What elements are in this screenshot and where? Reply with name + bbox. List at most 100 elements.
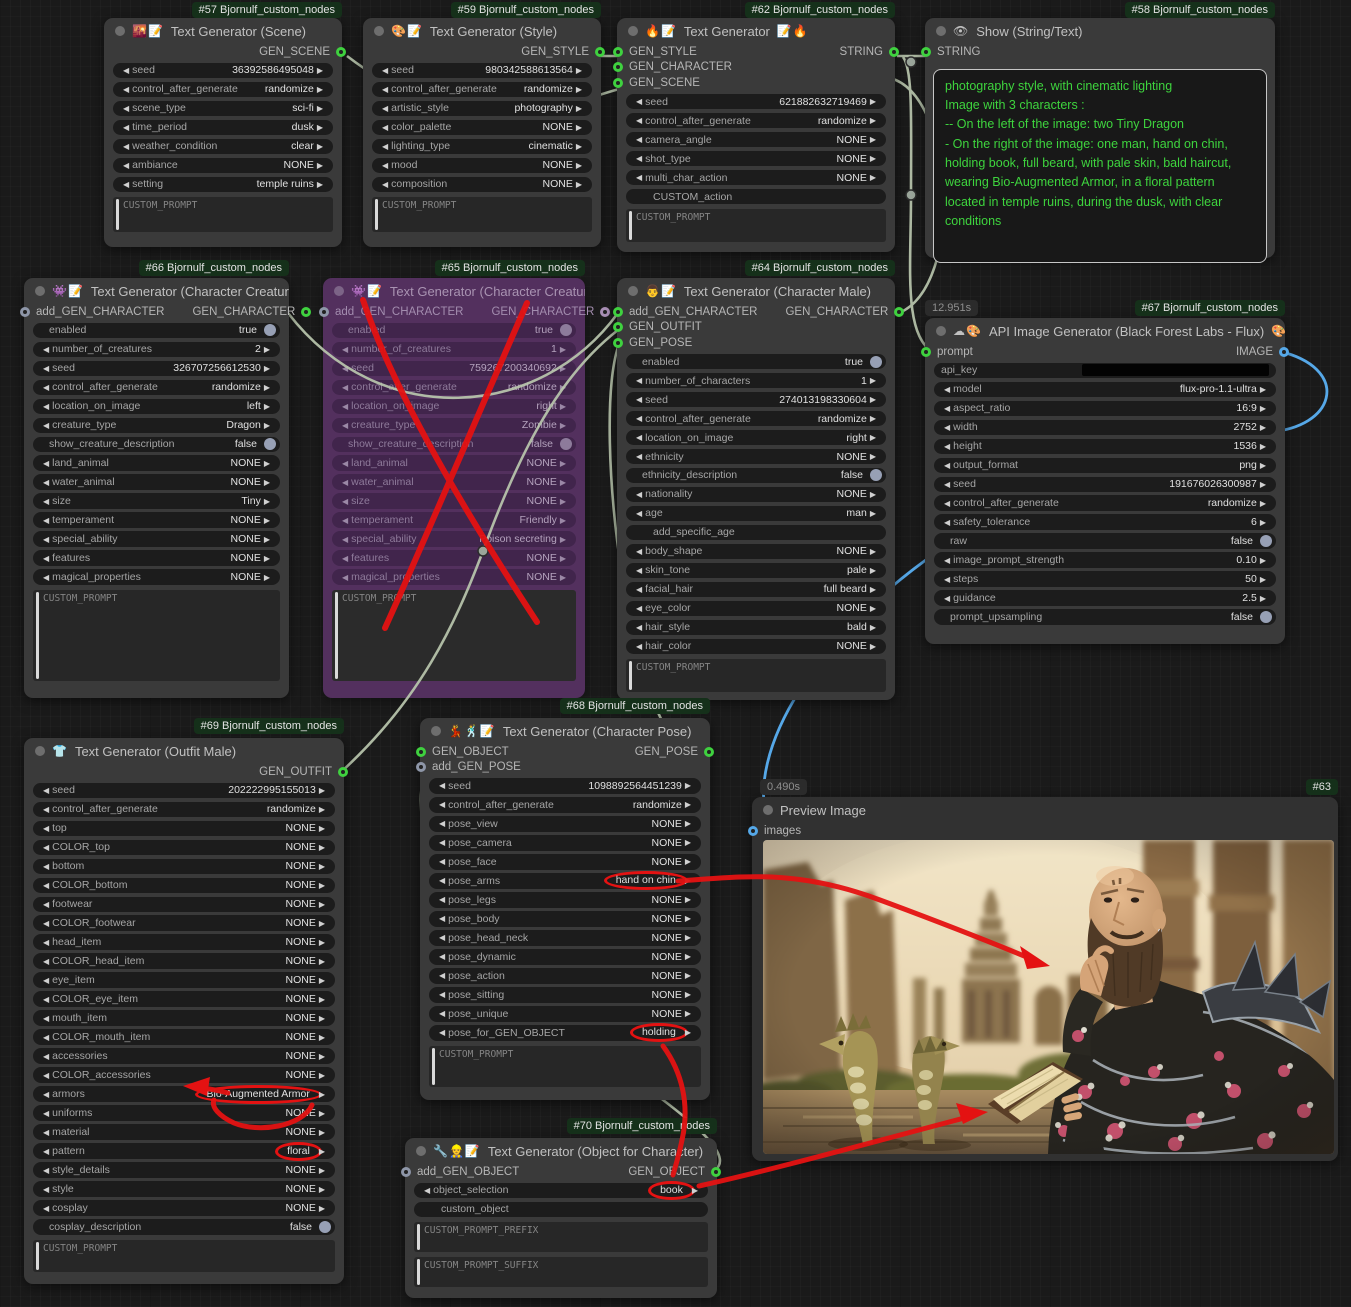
- widget-facial_hair[interactable]: ◀ facial_hair full beard ▶: [626, 581, 886, 598]
- decrement-arrow[interactable]: ◀: [636, 622, 643, 632]
- increment-arrow[interactable]: ▶: [575, 84, 582, 94]
- widget-water_animal[interactable]: ◀ water_animal NONE ▶: [33, 474, 280, 491]
- widget-skin_tone[interactable]: ◀ skin_tone pale ▶: [626, 562, 886, 579]
- widget-COLOR_accessories[interactable]: ◀ COLOR_accessories NONE ▶: [33, 1067, 335, 1083]
- increment-arrow[interactable]: ▶: [263, 401, 270, 411]
- input-dot-add_GEN_CHARACTER[interactable]: [319, 306, 329, 317]
- increment-arrow[interactable]: ▶: [316, 84, 323, 94]
- increment-arrow[interactable]: ▶: [869, 135, 876, 145]
- increment-arrow[interactable]: ▶: [559, 420, 566, 430]
- increment-arrow[interactable]: ▶: [1259, 517, 1266, 527]
- widget-seed[interactable]: ◀ seed 621882632719469 ▶: [626, 93, 886, 110]
- increment-arrow[interactable]: ▶: [559, 515, 566, 525]
- increment-arrow[interactable]: ▶: [318, 1146, 325, 1156]
- widget-pose_unique[interactable]: ◀ pose_unique NONE ▶: [429, 1006, 701, 1022]
- increment-arrow[interactable]: ▶: [318, 1070, 325, 1080]
- increment-arrow[interactable]: ▶: [684, 990, 691, 1000]
- increment-arrow[interactable]: ▶: [869, 584, 876, 594]
- decrement-arrow[interactable]: ◀: [944, 555, 951, 565]
- decrement-arrow[interactable]: ◀: [636, 603, 643, 613]
- widget-seed[interactable]: ◀ seed 980342588613564 ▶: [372, 62, 592, 79]
- decrement-arrow[interactable]: ◀: [43, 785, 50, 795]
- decrement-arrow[interactable]: ◀: [342, 553, 349, 563]
- decrement-arrow[interactable]: ◀: [43, 572, 50, 582]
- increment-arrow[interactable]: ▶: [316, 103, 323, 113]
- increment-arrow[interactable]: ▶: [575, 141, 582, 151]
- increment-arrow[interactable]: ▶: [263, 363, 270, 373]
- collapse-dot[interactable]: [431, 726, 441, 736]
- node-title-bar[interactable]: 🔧👷📝 Text Generator (Object for Character): [405, 1138, 717, 1164]
- widget-seed[interactable]: ◀ seed 274013198330604 ▶: [626, 391, 886, 408]
- collapse-dot[interactable]: [374, 26, 384, 36]
- increment-arrow[interactable]: ▶: [318, 975, 325, 985]
- increment-arrow[interactable]: ▶: [318, 994, 325, 1004]
- prompt-textarea[interactable]: CUSTOM_PROMPT: [372, 197, 592, 233]
- decrement-arrow[interactable]: ◀: [123, 179, 130, 189]
- decrement-arrow[interactable]: ◀: [43, 880, 50, 890]
- increment-arrow[interactable]: ▶: [684, 933, 691, 943]
- increment-arrow[interactable]: ▶: [684, 819, 691, 829]
- widget-pose_action[interactable]: ◀ pose_action NONE ▶: [429, 968, 701, 984]
- decrement-arrow[interactable]: ◀: [43, 1127, 50, 1137]
- widget-magical_properties[interactable]: ◀ magical_properties NONE ▶: [332, 569, 576, 585]
- decrement-arrow[interactable]: ◀: [439, 838, 446, 848]
- widget-material[interactable]: ◀ material NONE ▶: [33, 1124, 335, 1140]
- input-dot-GEN_STYLE[interactable]: [613, 46, 623, 57]
- decrement-arrow[interactable]: ◀: [636, 452, 643, 461]
- widget-nationality[interactable]: ◀ nationality NONE ▶: [626, 486, 886, 503]
- widget-weather_condition[interactable]: ◀ weather_condition clear ▶: [113, 138, 333, 155]
- increment-arrow[interactable]: ▶: [559, 572, 566, 582]
- widget-safety_tolerance[interactable]: ◀ safety_tolerance 6 ▶: [934, 514, 1276, 531]
- increment-arrow[interactable]: ▶: [559, 344, 566, 354]
- increment-arrow[interactable]: ▶: [869, 603, 876, 613]
- node-preview-image[interactable]: Preview Image images: [748, 797, 1338, 1161]
- widget-temperament[interactable]: ◀ temperament NONE ▶: [33, 512, 280, 529]
- prompt-textarea[interactable]: CUSTOM_PROMPT_SUFFIX: [414, 1257, 708, 1288]
- decrement-arrow[interactable]: ◀: [43, 1089, 50, 1099]
- increment-arrow[interactable]: ▶: [684, 800, 691, 810]
- decrement-arrow[interactable]: ◀: [342, 477, 349, 487]
- increment-arrow[interactable]: ▶: [869, 97, 876, 107]
- decrement-arrow[interactable]: ◀: [43, 823, 50, 833]
- increment-arrow[interactable]: ▶: [869, 565, 876, 575]
- increment-arrow[interactable]: ▶: [1259, 555, 1266, 565]
- widget-creature_type[interactable]: ◀ creature_type Zombie ▶: [332, 417, 576, 434]
- decrement-arrow[interactable]: ◀: [43, 1051, 50, 1061]
- widget-enabled[interactable]: enabled true: [332, 322, 576, 339]
- widget-hair_color[interactable]: ◀ hair_color NONE ▶: [626, 638, 886, 655]
- decrement-arrow[interactable]: ◀: [636, 565, 643, 575]
- increment-arrow[interactable]: ▶: [1259, 574, 1266, 584]
- widget-pattern[interactable]: ◀ pattern floral ▶: [33, 1141, 335, 1161]
- decrement-arrow[interactable]: ◀: [342, 382, 349, 392]
- decrement-arrow[interactable]: ◀: [43, 1032, 50, 1042]
- increment-arrow[interactable]: ▶: [869, 508, 876, 518]
- decrement-arrow[interactable]: ◀: [43, 975, 50, 985]
- node-character-male[interactable]: 👨📝 Text Generator (Character Male) add_GE…: [613, 278, 905, 700]
- decrement-arrow[interactable]: ◀: [439, 1009, 446, 1019]
- widget-control_after_generate[interactable]: ◀ control_after_generate randomize ▶: [626, 112, 886, 129]
- widget-width[interactable]: ◀ width 2752 ▶: [934, 419, 1276, 436]
- increment-arrow[interactable]: ▶: [684, 914, 691, 924]
- increment-arrow[interactable]: ▶: [869, 452, 876, 461]
- collapse-dot[interactable]: [35, 286, 45, 296]
- decrement-arrow[interactable]: ◀: [342, 534, 349, 544]
- increment-arrow[interactable]: ▶: [1259, 460, 1266, 470]
- widget-scene_type[interactable]: ◀ scene_type sci-fi ▶: [113, 100, 333, 117]
- widget-control_after_generate[interactable]: ◀ control_after_generate randomize ▶: [372, 81, 592, 98]
- widget-ethnicity[interactable]: ◀ ethnicity NONE ▶: [626, 448, 886, 465]
- increment-arrow[interactable]: ▶: [263, 572, 270, 582]
- decrement-arrow[interactable]: ◀: [342, 458, 349, 468]
- widget-output_format[interactable]: ◀ output_format png ▶: [934, 457, 1276, 474]
- decrement-arrow[interactable]: ◀: [123, 65, 130, 75]
- decrement-arrow[interactable]: ◀: [342, 344, 349, 354]
- increment-arrow[interactable]: ▶: [263, 420, 270, 430]
- decrement-arrow[interactable]: ◀: [439, 781, 446, 791]
- collapse-dot[interactable]: [115, 26, 125, 36]
- increment-arrow[interactable]: ▶: [318, 1127, 325, 1137]
- widget-magical_properties[interactable]: ◀ magical_properties NONE ▶: [33, 569, 280, 585]
- output-dot-IMAGE[interactable]: [1279, 346, 1289, 357]
- collapse-dot[interactable]: [334, 286, 344, 296]
- decrement-arrow[interactable]: ◀: [439, 990, 446, 1000]
- increment-arrow[interactable]: ▶: [316, 141, 323, 151]
- decrement-arrow[interactable]: ◀: [424, 1185, 431, 1195]
